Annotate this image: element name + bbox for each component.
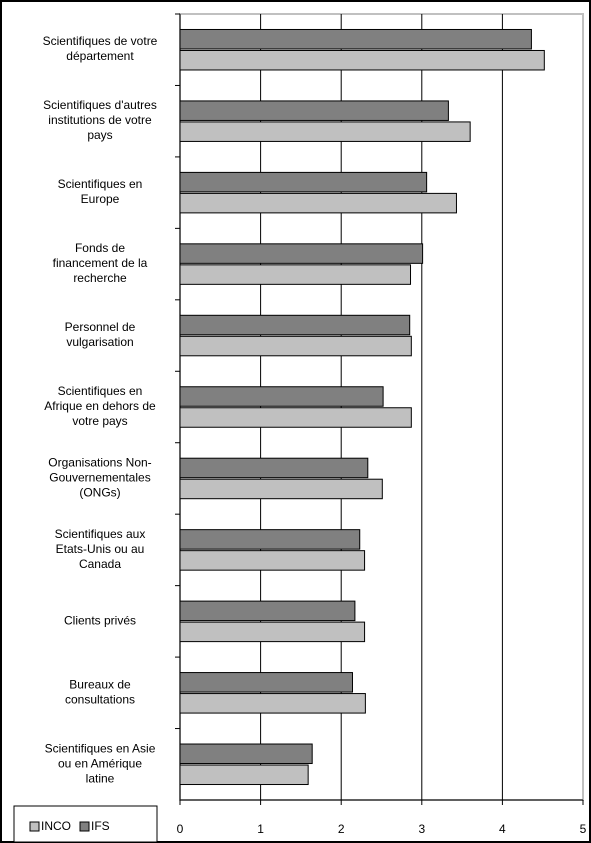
bar bbox=[179, 672, 353, 693]
y-tick-label: Organisations Non-Gouvernementales (ONGs) bbox=[48, 456, 151, 500]
y-tick-label: Bureaux de consultations bbox=[65, 677, 135, 706]
y-tick-label: Fonds de financement de la recherche bbox=[53, 241, 148, 285]
bar bbox=[179, 478, 383, 500]
bar bbox=[179, 314, 411, 336]
y-tick-label: Personnel de vulgarisation bbox=[65, 320, 136, 349]
bar bbox=[179, 743, 313, 765]
y-tick-label: Clients privés bbox=[64, 614, 136, 628]
bar bbox=[179, 192, 457, 214]
x-tick-label: 5 bbox=[580, 822, 587, 836]
legend-swatch bbox=[79, 821, 90, 832]
bar bbox=[179, 621, 366, 643]
bar bbox=[179, 407, 412, 428]
x-tick-label: 0 bbox=[177, 822, 184, 836]
x-tick-label: 2 bbox=[338, 822, 345, 836]
y-tick-label: Scientifiques en Afrique en dehors de votr… bbox=[44, 384, 156, 428]
x-tick-label: 4 bbox=[499, 822, 506, 836]
y-tick-label: Scientifiques en Asie ou en Amérique latin… bbox=[45, 741, 156, 785]
x-tick-label: 1 bbox=[257, 822, 264, 836]
bar bbox=[179, 28, 532, 50]
bar bbox=[179, 171, 428, 193]
y-tick-label: Scientifiques en Europe bbox=[58, 177, 143, 206]
bar bbox=[179, 49, 545, 71]
y-tick-label: Scientifiques aux Etats-Unis ou au Canada bbox=[55, 527, 146, 571]
y-tick-label: Scientifiques d'autres institutions de vo… bbox=[43, 98, 157, 142]
bar bbox=[179, 600, 356, 622]
legend-label: IFS bbox=[91, 819, 110, 833]
bar bbox=[179, 550, 366, 571]
bar bbox=[179, 264, 412, 285]
bar bbox=[179, 335, 412, 357]
bar bbox=[179, 386, 384, 407]
bar bbox=[179, 693, 366, 714]
y-tick-label: Scientifiques de votre département bbox=[43, 34, 158, 63]
bar bbox=[179, 529, 361, 550]
legend-swatch bbox=[29, 821, 40, 832]
bar bbox=[179, 121, 471, 142]
bar bbox=[179, 764, 309, 786]
bar bbox=[179, 457, 369, 479]
x-tick-label: 3 bbox=[418, 822, 425, 836]
bar bbox=[179, 243, 424, 264]
legend-label: INCO bbox=[41, 819, 71, 833]
bar bbox=[179, 100, 449, 121]
